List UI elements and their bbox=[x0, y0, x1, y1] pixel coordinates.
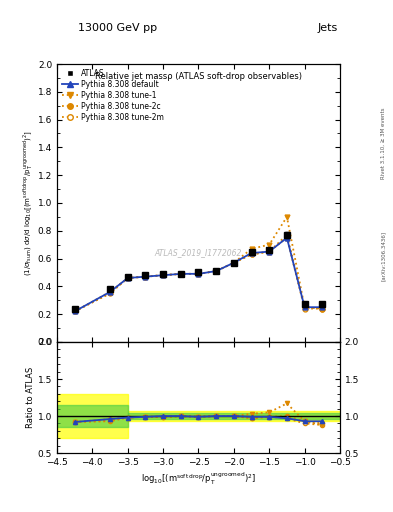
Y-axis label: Ratio to ATLAS: Ratio to ATLAS bbox=[26, 367, 35, 428]
Text: [arXiv:1306.3436]: [arXiv:1306.3436] bbox=[381, 231, 386, 281]
Bar bbox=[128, 413, 340, 419]
Text: Jets: Jets bbox=[318, 23, 338, 33]
Text: ATLAS_2019_I1772062: ATLAS_2019_I1772062 bbox=[155, 248, 242, 258]
Text: 13000 GeV pp: 13000 GeV pp bbox=[78, 23, 158, 33]
Legend: ATLAS, Pythia 8.308 default, Pythia 8.308 tune-1, Pythia 8.308 tune-2c, Pythia 8: ATLAS, Pythia 8.308 default, Pythia 8.30… bbox=[61, 68, 166, 123]
Bar bbox=[128, 411, 340, 421]
Text: Rivet 3.1.10, ≥ 3M events: Rivet 3.1.10, ≥ 3M events bbox=[381, 108, 386, 179]
Bar bbox=[57, 405, 128, 427]
X-axis label: log$_{10}$[(m$^\mathrm{soft\,drop}$/p$_\mathrm{T}^\mathrm{ungroomed}$)$^2$]: log$_{10}$[(m$^\mathrm{soft\,drop}$/p$_\… bbox=[141, 471, 256, 487]
Y-axis label: $(1/\sigma_\mathrm{fsum})$ d$\sigma$/d log$_{10}$[(m$^\mathrm{soft\,drop}$/p$_\m: $(1/\sigma_\mathrm{fsum})$ d$\sigma$/d l… bbox=[21, 130, 35, 276]
Text: Relative jet massρ (ATLAS soft-drop observables): Relative jet massρ (ATLAS soft-drop obse… bbox=[95, 72, 302, 81]
Bar bbox=[57, 394, 128, 438]
